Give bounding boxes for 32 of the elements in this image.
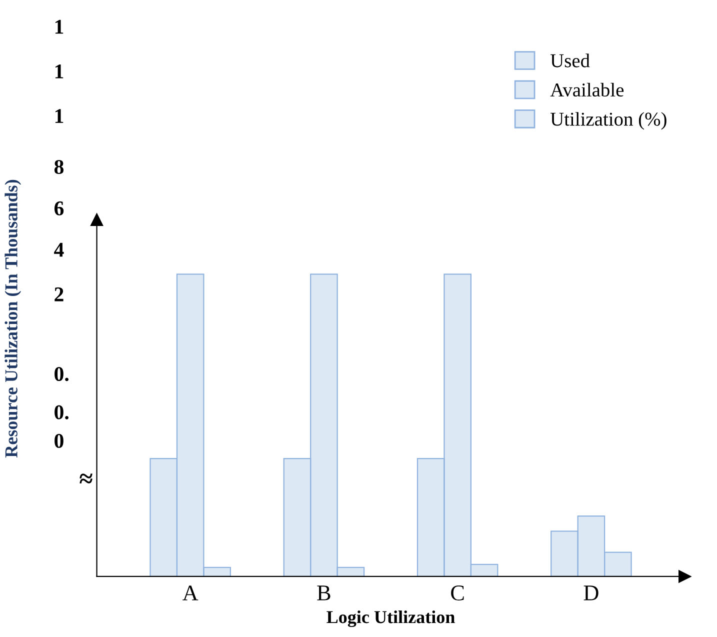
x-tick-label: D	[584, 586, 598, 600]
bar	[604, 552, 632, 576]
bar	[470, 564, 498, 576]
legend-label: Used	[550, 54, 590, 68]
text: 6	[54, 201, 64, 216]
x-axis-title: Logic Utilization	[326, 610, 455, 628]
text: 0.	[54, 366, 68, 382]
text: 0	[54, 434, 64, 448]
text: 1	[55, 109, 64, 123]
text: 1	[55, 64, 64, 78]
bar	[203, 566, 231, 576]
text: 1	[55, 20, 64, 34]
x-tick-label: B	[317, 586, 330, 600]
bar	[416, 458, 445, 576]
y-axis-title: Resource Utilization (In Thousands)	[4, 180, 22, 458]
x-tick-label: C	[451, 586, 464, 600]
text: 8	[54, 160, 64, 174]
bar	[310, 274, 338, 576]
bar	[150, 458, 178, 576]
bar	[444, 274, 472, 576]
bar	[336, 566, 365, 576]
legend-label: Available	[550, 82, 624, 97]
text: 0.	[54, 405, 68, 420]
text: 4	[54, 242, 64, 257]
text: 2	[54, 287, 64, 302]
bar	[577, 515, 606, 576]
bar	[550, 530, 578, 576]
legend-label: Utilization (%)	[550, 112, 666, 130]
bar	[176, 274, 204, 576]
x-tick-label: A	[182, 586, 198, 600]
text: ≈	[80, 474, 92, 484]
bar	[283, 458, 312, 576]
